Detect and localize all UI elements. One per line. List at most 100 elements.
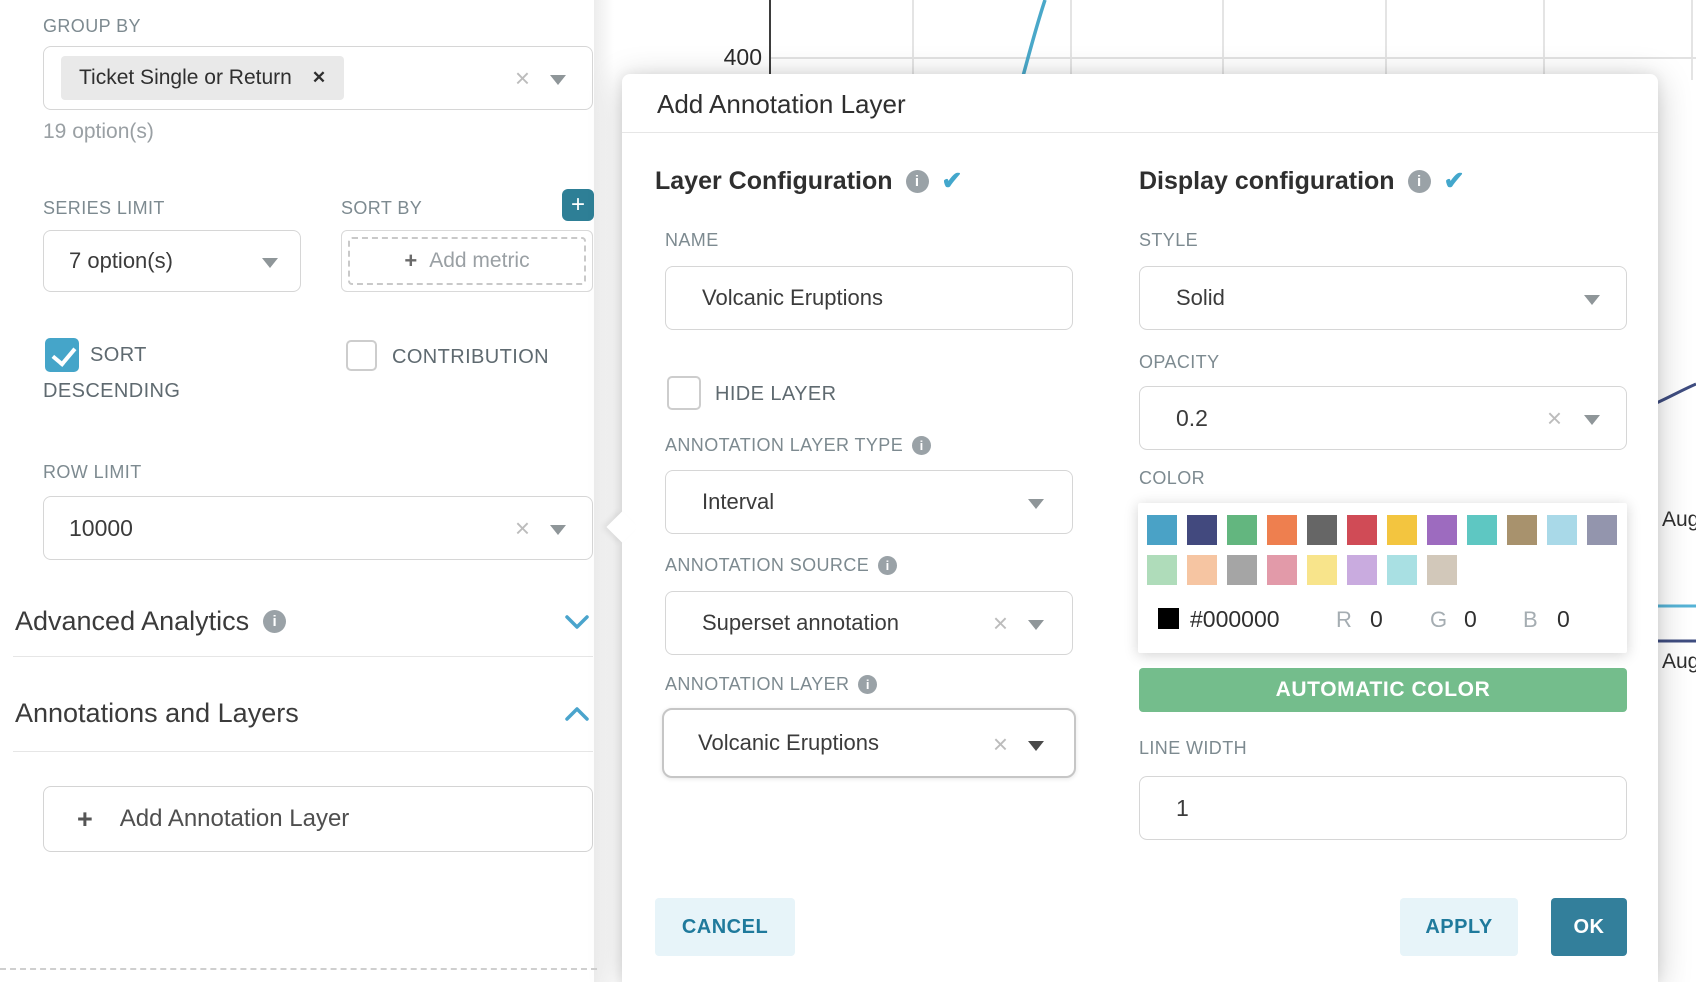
chart-line-series (1020, 0, 1047, 80)
annotation-source-label: ANNOTATION SOURCE i (665, 555, 898, 576)
label-text: ANNOTATION LAYER (665, 674, 850, 694)
annotation-source-select[interactable]: Superset annotation × (665, 591, 1073, 655)
palette-swatch[interactable] (1267, 555, 1297, 585)
chevron-up-icon[interactable] (564, 706, 590, 722)
palette-swatch[interactable] (1347, 515, 1377, 545)
automatic-color-button[interactable]: AUTOMATIC COLOR (1139, 668, 1627, 712)
palette-swatch[interactable] (1267, 515, 1297, 545)
clear-icon[interactable]: × (514, 63, 530, 93)
info-icon[interactable]: i (858, 675, 878, 694)
palette-swatch[interactable] (1147, 515, 1177, 545)
sort-descending-label: SORT (90, 344, 147, 366)
chevron-down-icon[interactable] (564, 614, 590, 630)
series-limit-select[interactable]: 7 option(s) (43, 230, 301, 292)
info-icon[interactable]: i (878, 556, 898, 575)
style-select[interactable]: Solid (1139, 266, 1627, 330)
modal-divider (622, 132, 1658, 133)
palette-swatch[interactable] (1547, 515, 1577, 545)
section-divider (13, 751, 593, 752)
add-metric-plus-button[interactable]: + (562, 189, 594, 221)
palette-swatch[interactable] (1387, 515, 1417, 545)
b-value[interactable]: 0 (1557, 606, 1570, 632)
annotation-layer-select[interactable]: Volcanic Eruptions × (662, 708, 1076, 778)
line-width-input[interactable]: 1 (1139, 776, 1627, 840)
palette-swatch[interactable] (1307, 555, 1337, 585)
annotation-layer-type-select[interactable]: Interval (665, 470, 1073, 534)
palette-swatch[interactable] (1227, 555, 1257, 585)
clear-icon[interactable]: × (992, 729, 1008, 759)
color-label: COLOR (1139, 468, 1206, 488)
palette-swatch[interactable] (1587, 515, 1617, 545)
name-label: NAME (665, 230, 719, 250)
row-limit-select[interactable]: 10000 × (43, 496, 593, 560)
caret-down-icon[interactable] (550, 525, 566, 535)
info-icon[interactable]: i (263, 610, 287, 633)
g-label: G (1430, 607, 1448, 632)
contribution-checkbox[interactable] (346, 340, 377, 371)
clear-icon[interactable]: × (514, 513, 530, 543)
palette-row (1147, 555, 1457, 585)
sort-by-add-metric[interactable]: + Add metric (341, 230, 593, 292)
group-by-select[interactable]: Ticket Single or Return ✕ × (43, 46, 593, 110)
add-annotation-layer-button[interactable]: + Add Annotation Layer (43, 786, 593, 852)
options-hint: 19 option(s) (43, 120, 154, 143)
info-icon[interactable]: i (1407, 169, 1431, 193)
g-value[interactable]: 0 (1464, 606, 1477, 632)
series-limit-label: SERIES LIMIT (43, 198, 165, 218)
sort-descending-checkbox[interactable] (45, 338, 79, 372)
sort-descending-label: DESCENDING (43, 380, 181, 402)
x-axis-label: Aug (1662, 650, 1696, 673)
section-advanced-analytics[interactable]: Advanced Analytics i (15, 606, 287, 637)
annotation-layer-type-value: Interval (702, 489, 775, 514)
style-value: Solid (1176, 285, 1225, 310)
r-value[interactable]: 0 (1370, 606, 1383, 632)
annotation-layer-type-label: ANNOTATION LAYER TYPE i (665, 435, 932, 456)
hex-value[interactable]: #000000 (1190, 606, 1280, 632)
info-icon[interactable]: i (912, 436, 932, 455)
info-icon[interactable]: i (905, 169, 929, 193)
name-input[interactable]: Volcanic Eruptions (665, 266, 1073, 330)
apply-button[interactable]: APPLY (1400, 898, 1518, 956)
add-annotation-layer-label: Add Annotation Layer (119, 805, 350, 832)
label-text: ANNOTATION LAYER TYPE (665, 435, 904, 455)
caret-down-icon[interactable] (262, 258, 278, 268)
cancel-button[interactable]: CANCEL (655, 898, 795, 956)
heading-text: Display configuration (1139, 166, 1395, 195)
clear-icon[interactable]: × (992, 608, 1008, 638)
palette-swatch[interactable] (1187, 555, 1217, 585)
section-title: Advanced Analytics (15, 606, 250, 636)
caret-down-icon[interactable] (1584, 415, 1600, 425)
caret-down-icon[interactable] (1028, 620, 1044, 630)
caret-down-icon[interactable] (1028, 741, 1044, 751)
palette-swatch[interactable] (1147, 555, 1177, 585)
caret-down-icon[interactable] (550, 75, 566, 85)
palette-swatch[interactable] (1307, 515, 1337, 545)
palette-swatch[interactable] (1227, 515, 1257, 545)
opacity-select[interactable]: 0.2 × (1139, 386, 1627, 450)
series-limit-value: 7 option(s) (69, 248, 173, 273)
plus-icon: + (404, 248, 418, 273)
display-configuration-heading: Display configuration i ✔ (1139, 166, 1465, 196)
contribution-label: CONTRIBUTION (392, 346, 550, 368)
clear-icon[interactable]: × (1546, 403, 1562, 433)
hide-layer-checkbox[interactable] (667, 376, 701, 410)
chart-area (769, 0, 1696, 80)
palette-swatch[interactable] (1347, 555, 1377, 585)
line-width-label: LINE WIDTH (1139, 738, 1248, 758)
style-label: STYLE (1139, 230, 1199, 250)
line-width-value: 1 (1176, 794, 1189, 821)
palette-swatch[interactable] (1507, 515, 1537, 545)
tag-remove-icon[interactable]: ✕ (311, 68, 327, 87)
palette-swatch[interactable] (1467, 515, 1497, 545)
caret-down-icon[interactable] (1584, 295, 1600, 305)
caret-down-icon[interactable] (1028, 499, 1044, 509)
palette-swatch[interactable] (1387, 555, 1417, 585)
color-values-row: #000000 R 0 G 0 B 0 (1158, 601, 1608, 637)
palette-swatch[interactable] (1427, 515, 1457, 545)
palette-swatch[interactable] (1187, 515, 1217, 545)
ok-button[interactable]: OK (1551, 898, 1627, 956)
palette-swatch[interactable] (1427, 555, 1457, 585)
opacity-value: 0.2 (1176, 404, 1208, 431)
add-metric-dropzone[interactable]: + Add metric (348, 237, 586, 285)
section-annotations-and-layers[interactable]: Annotations and Layers (15, 698, 299, 729)
